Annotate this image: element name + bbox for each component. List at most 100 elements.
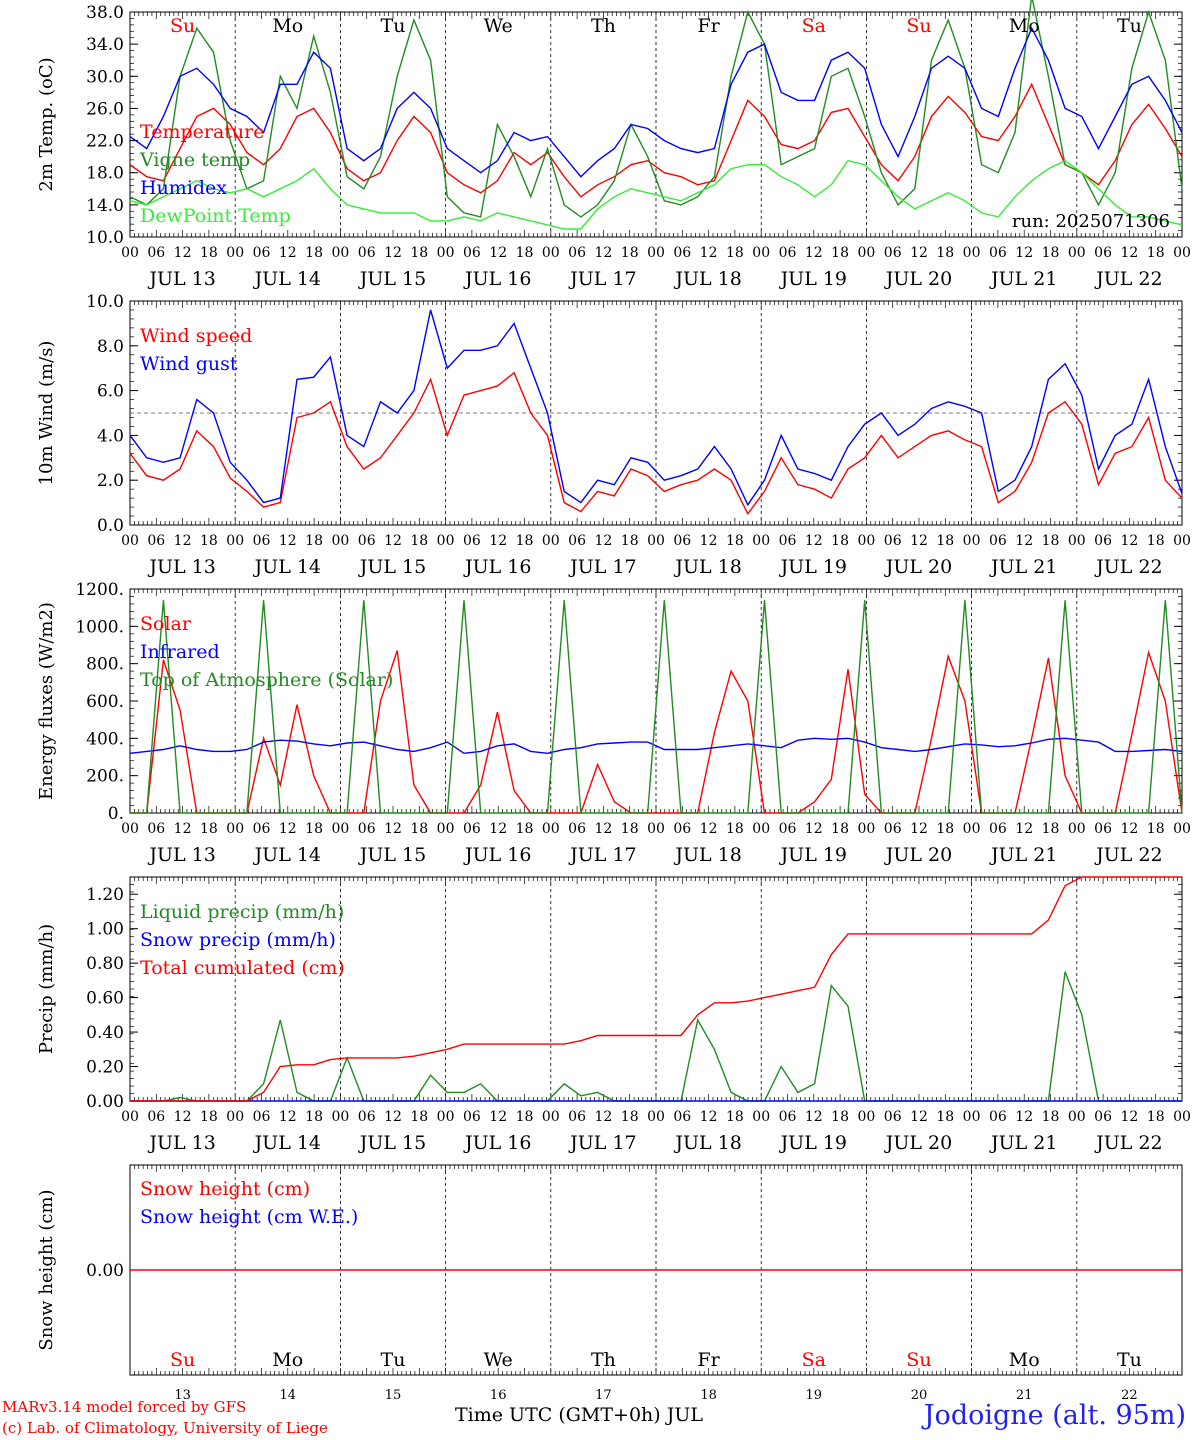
series-line-vigne-temp [129,0,1183,218]
legend-entry: DewPoint Temp [140,205,291,227]
hour-tick-label: 18 [305,245,323,261]
series-line-dewpoint-temp [129,159,1183,230]
hour-tick-label: 06 [463,245,481,261]
hour-tick-label: 00 [542,533,560,549]
y-tick-label: 600. [86,692,124,712]
hour-tick-label: 00 [331,533,349,549]
hour-tick-label: 06 [147,821,165,837]
hour-tick-label: 00 [121,1109,139,1125]
date-label: JUL 16 [463,556,531,578]
date-label: JUL 22 [1094,844,1162,866]
hour-tick-label: 06 [673,533,691,549]
weekday-label: We [484,1349,513,1371]
hour-tick-label: 12 [489,533,507,549]
y-tick-label: 0.80 [86,954,124,974]
date-label: JUL 17 [568,844,636,866]
series-line-top-of-atmosphere-solar- [130,600,1183,814]
hour-tick-label: 00 [857,533,875,549]
hour-tick-label: 00 [331,245,349,261]
hour-tick-label: 18 [410,1109,428,1125]
hour-tick-label: 18 [1147,245,1165,261]
hour-tick-label: 18 [936,245,954,261]
hour-tick-label: 18 [200,1109,218,1125]
y-tick-label: 10.0 [86,292,124,312]
hour-tick-label: 06 [1094,533,1112,549]
hour-tick-label: 06 [884,533,902,549]
hour-tick-label: 00 [1068,245,1086,261]
hour-tick-label: 12 [1015,821,1033,837]
y-axis-label: 2m Temp. (oC) [36,57,57,191]
hour-tick-label: 12 [1120,533,1138,549]
hour-tick-label: 06 [463,1109,481,1125]
date-label: JUL 15 [358,268,426,290]
weekday-label: Mo [1009,15,1040,37]
date-label: JUL 22 [1094,556,1162,578]
hour-tick-label: 18 [200,245,218,261]
date-label: JUL 13 [147,844,215,866]
date-label: JUL 21 [989,268,1057,290]
hour-tick-label: 18 [726,1109,744,1125]
weekday-label: Mo [272,1349,303,1371]
date-label: JUL 19 [779,1132,847,1154]
hour-tick-label: 06 [1094,245,1112,261]
y-axis-label: Precip (mm/h) [36,924,57,1054]
legend-entry: Solar [140,613,192,635]
hour-tick-label: 12 [594,533,612,549]
hour-tick-label: 06 [253,1109,271,1125]
hour-tick-label: 18 [410,821,428,837]
hour-tick-label: 00 [121,821,139,837]
y-tick-label: 0.20 [86,1058,124,1078]
hour-tick-label: 00 [857,1109,875,1125]
hour-tick-label: 18 [1147,821,1165,837]
hour-tick-label: 18 [516,821,534,837]
hour-tick-label: 06 [358,1109,376,1125]
date-label: JUL 15 [358,556,426,578]
hour-tick-label: 18 [621,1109,639,1125]
weekday-label: Th [591,15,616,37]
date-label: JUL 17 [568,1132,636,1154]
y-tick-label: 14.0 [86,196,124,216]
hour-tick-label: 18 [831,1109,849,1125]
y-tick-label: 4.0 [97,426,124,446]
x-axis-title: Time UTC (GMT+0h) JUL [455,1404,703,1426]
hour-tick-label: 06 [673,245,691,261]
y-tick-label: 0. [108,804,124,824]
y-tick-label: 6.0 [97,382,124,402]
hour-tick-label: 06 [673,1109,691,1125]
hour-tick-label: 06 [253,533,271,549]
day-number-label: 20 [911,1388,928,1403]
hour-tick-label: 12 [910,245,928,261]
series-line-wind-speed [129,371,1183,516]
hour-tick-label: 12 [1015,245,1033,261]
hour-tick-label: 12 [910,533,928,549]
legend-entry: Total cumulated (cm) [140,957,345,979]
series-line-infrared [129,737,1183,755]
hour-tick-label: 06 [989,245,1007,261]
hour-tick-label: 00 [752,533,770,549]
legend-entry: Temperature [140,121,264,143]
date-label: JUL 18 [673,1132,741,1154]
station-name: Jodoigne (alt. 95m) [923,1400,1186,1431]
weekday-label: Su [906,1349,931,1371]
y-tick-label: 8.0 [97,337,124,357]
hour-tick-label: 12 [384,1109,402,1125]
hour-tick-label: 00 [331,821,349,837]
weekday-label: Mo [1009,1349,1040,1371]
hour-tick-label: 00 [542,1109,560,1125]
hour-tick-label: 00 [1173,533,1191,549]
y-tick-label: 34.0 [86,35,124,55]
lab-credit: (c) Lab. of Climatology, University of L… [2,1419,328,1437]
y-tick-label: 30.0 [86,67,124,87]
hour-tick-label: 00 [1068,533,1086,549]
legend-entry: Liquid precip (mm/h) [140,901,344,923]
hour-tick-label: 00 [226,821,244,837]
panel-1: 10.0 14.0 18.0 22.0 26.0 30.0 34.0 38.0 2m Temp.… [36,0,1191,290]
hour-tick-label: 00 [1068,821,1086,837]
hour-tick-label: 00 [437,245,455,261]
legend-entry: Top of Atmosphere (Solar) [140,669,393,691]
hour-tick-label: 12 [1120,1109,1138,1125]
date-label: JUL 14 [253,556,321,578]
hour-tick-label: 00 [437,821,455,837]
hour-tick-label: 00 [647,533,665,549]
hour-tick-label: 12 [700,1109,718,1125]
